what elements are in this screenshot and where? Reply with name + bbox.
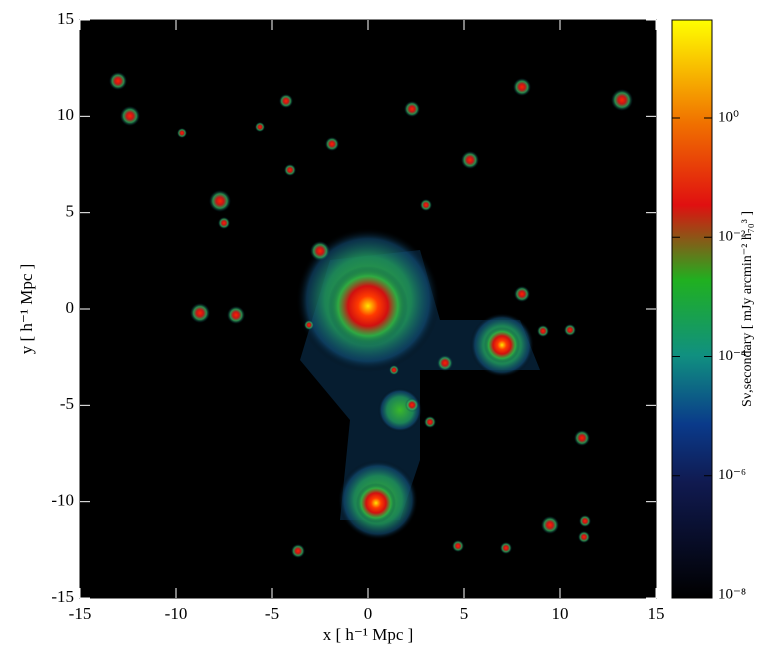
colorbar-tick-label: 10⁻⁶ [718,467,746,483]
x-tick-label: -5 [265,604,279,623]
colorbar-tick-label: 10⁻⁸ [718,586,746,602]
colorbar-tick-label: 10⁻² [718,229,746,245]
x-tick-label: 10 [552,604,569,623]
x-tick-label: 15 [648,604,665,623]
x-tick-label: 5 [460,604,469,623]
colorbar-label: Sν,secondary [ mJy arcmin⁻² h₇₀³ ] [740,211,755,407]
y-tick-label: -15 [51,587,74,606]
x-tick-label: 0 [364,604,373,623]
y-tick-label: 5 [66,202,75,221]
sky-map [109,72,633,558]
colorbar-tick-label: 10⁰ [718,109,739,125]
y-tick-label: -10 [51,491,74,510]
x-tick-label: -10 [165,604,188,623]
y-tick-label: 15 [57,9,74,28]
y-axis-label: y [ h⁻¹ Mpc ] [17,264,36,355]
y-tick-label: 10 [57,105,74,124]
x-axis-label: x [ h⁻¹ Mpc ] [323,625,414,644]
y-tick-label: -5 [60,394,74,413]
y-tick-label: 0 [66,298,75,317]
x-tick-label: -15 [69,604,92,623]
colorbar-tick-label: 10⁻⁴ [718,348,746,364]
colorbar [671,19,713,599]
